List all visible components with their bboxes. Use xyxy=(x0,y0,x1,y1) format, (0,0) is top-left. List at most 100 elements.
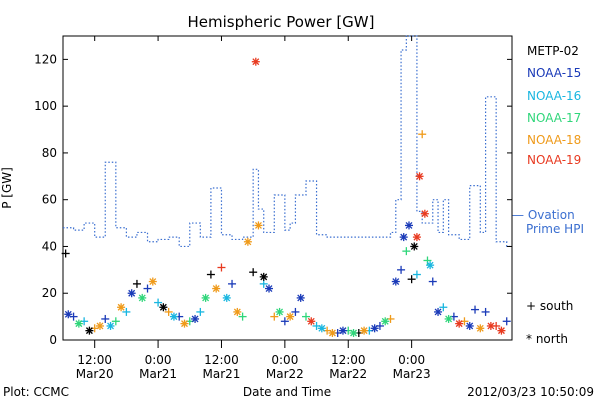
north-point-19 xyxy=(254,221,263,230)
x-axis-label: Date and Time xyxy=(243,385,331,399)
chart-title: Hemispheric Power [GW] xyxy=(188,13,375,31)
south-point-23 xyxy=(301,312,310,321)
legend-noaa-18: NOAA-18 xyxy=(527,133,581,147)
ovation-hpi-line xyxy=(63,35,512,248)
north-point-31 xyxy=(370,324,379,333)
north-point-47 xyxy=(497,326,506,335)
south-point-0 xyxy=(61,249,70,258)
x-tick-label-time-0: 12:00 xyxy=(77,353,112,367)
legend: METP-02 NOAA-15 NOAA-16 NOAA-17 NOAA-18 … xyxy=(512,44,584,346)
south-point-21 xyxy=(280,317,289,326)
north-point-1 xyxy=(74,319,83,328)
north-point-17 xyxy=(243,237,252,246)
north-point-8 xyxy=(148,277,157,286)
north-point-18 xyxy=(251,57,260,66)
footer-plot-credit: Plot: CCMC xyxy=(3,385,69,399)
y-tick-label-6: 120 xyxy=(34,52,57,66)
north-point-34 xyxy=(399,233,408,242)
legend-noaa-15: NOAA-15 xyxy=(527,66,581,80)
north-point-27 xyxy=(328,328,337,337)
north-point-20 xyxy=(259,272,268,281)
north-point-7 xyxy=(138,293,147,302)
x-tick-label-time-4: 12:00 xyxy=(331,353,366,367)
north-point-36 xyxy=(410,242,419,251)
north-point-11 xyxy=(180,319,189,328)
legend-noaa-17: NOAA-17 xyxy=(527,111,581,125)
north-point-23 xyxy=(286,312,295,321)
x-tick-label-time-5: 0:00 xyxy=(398,353,425,367)
north-point-14 xyxy=(212,284,221,293)
legend-metp-02: METP-02 xyxy=(527,44,579,58)
north-point-39 xyxy=(420,209,429,218)
south-point-43 xyxy=(481,307,490,316)
legend-noaa-16: NOAA-16 xyxy=(527,89,581,103)
north-point-43 xyxy=(455,319,464,328)
north-point-41 xyxy=(434,307,443,316)
north-point-30 xyxy=(360,326,369,335)
north-point-6 xyxy=(127,289,136,298)
plot-area xyxy=(61,35,512,337)
south-point-15 xyxy=(217,263,226,272)
south-point-33 xyxy=(402,247,411,256)
north-point-45 xyxy=(476,324,485,333)
x-tick-label-date-4: Mar22 xyxy=(329,367,367,381)
north-point-13 xyxy=(201,293,210,302)
y-tick-label-1: 20 xyxy=(42,286,57,300)
north-point-33 xyxy=(391,277,400,286)
south-point-10 xyxy=(164,307,173,316)
north-point-28 xyxy=(338,326,347,335)
north-point-2 xyxy=(85,326,94,335)
north-point-10 xyxy=(169,312,178,321)
x-tick-label-date-3: Mar22 xyxy=(266,367,304,381)
south-point-35 xyxy=(412,270,421,279)
south-point-42 xyxy=(471,305,480,314)
north-point-32 xyxy=(381,317,390,326)
south-point-38 xyxy=(428,277,437,286)
north-point-44 xyxy=(465,321,474,330)
x-tick-label-time-1: 0:00 xyxy=(145,353,172,367)
south-point-5 xyxy=(111,317,120,326)
south-point-22 xyxy=(291,307,300,316)
south-point-4 xyxy=(101,314,110,323)
north-point-29 xyxy=(349,328,358,337)
north-point-16 xyxy=(233,307,242,316)
south-point-16 xyxy=(228,279,237,288)
x-tick-label-date-1: Mar21 xyxy=(139,367,177,381)
south-point-14 xyxy=(206,270,215,279)
south-point-7 xyxy=(132,279,141,288)
south-point-6 xyxy=(122,307,131,316)
y-tick-label-2: 40 xyxy=(42,239,57,253)
x-tick-label-date-5: Mar23 xyxy=(393,367,431,381)
footer-timestamp: 2012/03/23 10:50:09 xyxy=(467,385,594,399)
north-point-5 xyxy=(117,303,126,312)
north-point-15 xyxy=(222,293,231,302)
north-point-26 xyxy=(317,324,326,333)
south-point-39 xyxy=(439,303,448,312)
y-tick-label-5: 100 xyxy=(34,99,57,113)
south-point-34 xyxy=(407,275,416,284)
south-point-8 xyxy=(143,284,152,293)
south-point-13 xyxy=(196,307,205,316)
north-point-38 xyxy=(415,172,424,181)
south-point-9 xyxy=(154,298,163,307)
south-point-20 xyxy=(270,312,279,321)
axes: 02040608010012012:00Mar200:00Mar2112:00M… xyxy=(34,36,512,381)
south-point-45 xyxy=(502,317,511,326)
south-point-36 xyxy=(418,130,427,139)
north-point-25 xyxy=(307,317,316,326)
north-point-4 xyxy=(106,321,115,330)
north-point-22 xyxy=(275,307,284,316)
south-point-18 xyxy=(249,268,258,277)
north-point-12 xyxy=(191,314,200,323)
north-point-40 xyxy=(426,261,435,270)
y-axis-label: P [GW] xyxy=(0,167,14,209)
south-point-17 xyxy=(238,312,247,321)
y-tick-label-4: 80 xyxy=(42,146,57,160)
legend-ovation-line1: — Ovation xyxy=(512,208,575,222)
north-point-24 xyxy=(296,293,305,302)
north-point-46 xyxy=(486,321,495,330)
x-tick-label-date-0: Mar20 xyxy=(76,367,114,381)
south-point-19 xyxy=(259,279,268,288)
north-point-37 xyxy=(412,233,421,242)
legend-ovation-line2: Prime HPI xyxy=(526,222,584,236)
